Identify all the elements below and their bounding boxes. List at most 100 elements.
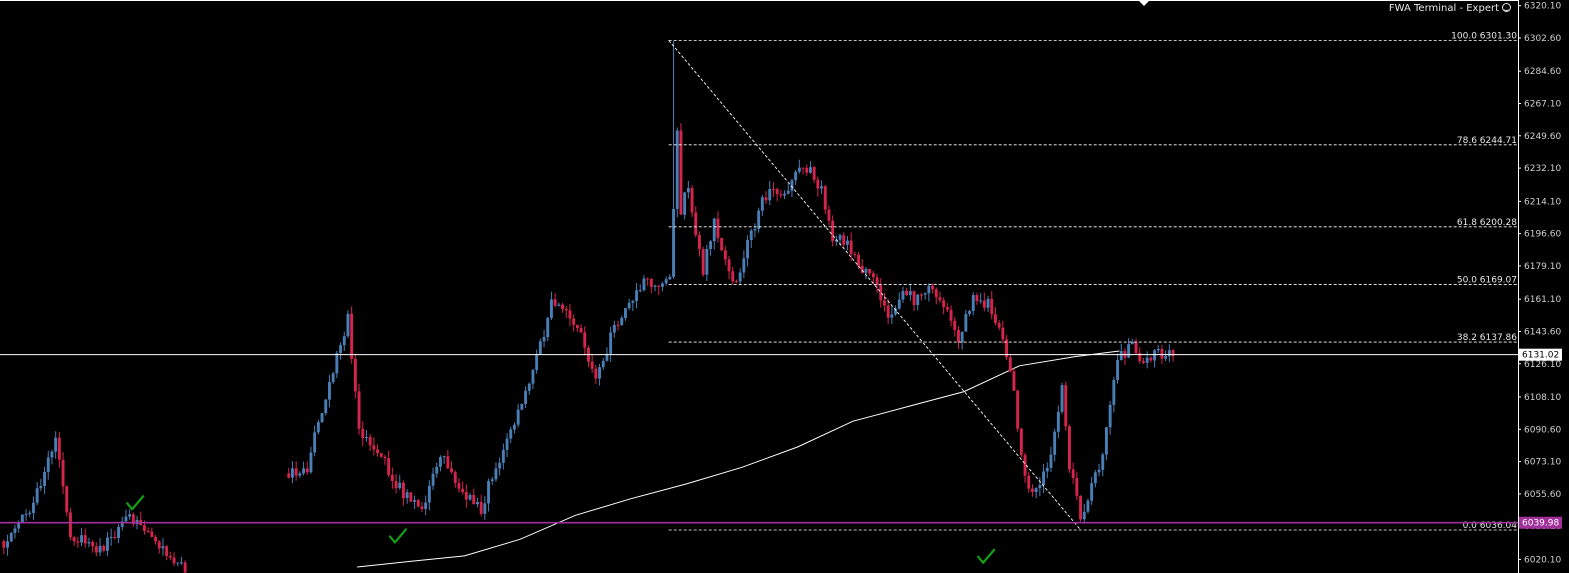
candle-body <box>553 299 557 306</box>
candle-body <box>590 361 594 369</box>
candle-body <box>180 562 183 564</box>
candle-body <box>646 278 650 280</box>
candle-body <box>979 300 983 302</box>
candle-body <box>1056 411 1060 432</box>
candle-body <box>72 537 76 542</box>
check-mark-icon <box>126 495 145 511</box>
candle-body <box>87 542 91 544</box>
candle-body <box>764 197 768 201</box>
candle-body <box>546 317 550 338</box>
candle-body <box>727 259 731 272</box>
candle-body <box>894 308 897 315</box>
candle-body <box>920 294 923 296</box>
candle-body <box>165 546 169 556</box>
candle-body <box>106 537 109 551</box>
candle-body <box>1086 500 1090 512</box>
fib-trendline[interactable] <box>668 40 1082 531</box>
candle-body <box>464 492 468 500</box>
candle-body <box>113 536 117 539</box>
moving-average-line <box>357 350 1120 568</box>
candle-body <box>1130 342 1134 345</box>
candle-body <box>760 197 764 211</box>
candle-body <box>986 298 990 308</box>
price-tick-label: 6090.60 <box>1524 425 1561 435</box>
fib-level-label: 100.0 6301.30 <box>1451 31 1517 41</box>
candle-body <box>450 468 453 473</box>
candle-body <box>831 220 835 242</box>
candle-body <box>431 473 435 486</box>
candle-body <box>905 290 909 296</box>
candle-body <box>668 276 672 280</box>
candle-body <box>609 332 613 354</box>
candle-body <box>538 341 542 355</box>
candle-body <box>594 368 598 379</box>
candle-body <box>287 473 291 478</box>
candle-body <box>1153 350 1156 361</box>
candle-body <box>128 514 132 517</box>
candle-body <box>1105 427 1108 455</box>
candle-body <box>834 239 838 242</box>
price-tick-label: 6161.10 <box>1524 295 1561 305</box>
candle-body <box>749 230 753 241</box>
candle-body <box>616 324 620 326</box>
candle-body <box>109 536 113 538</box>
candle-body <box>1164 356 1168 359</box>
candle-body <box>1012 371 1016 391</box>
smiley-icon[interactable] <box>1502 3 1511 12</box>
candle-body <box>32 502 35 513</box>
candle-body <box>1101 454 1105 470</box>
candle-body <box>535 354 539 370</box>
candle-body <box>1097 469 1101 473</box>
candle-body <box>564 309 568 311</box>
candle-body <box>527 383 531 391</box>
candle-body <box>54 437 58 452</box>
candle-body <box>964 313 968 332</box>
candle-body <box>657 285 661 287</box>
candle-body <box>842 235 846 245</box>
candle-body <box>313 432 317 453</box>
candle-body <box>731 271 735 282</box>
price-axis[interactable] <box>1518 0 1569 573</box>
fib-level-label: 38.2 6137.86 <box>1457 333 1517 343</box>
scroll-marker-icon[interactable] <box>1139 1 1149 6</box>
candle-body <box>50 451 54 458</box>
candle-body <box>531 369 535 384</box>
candle-body <box>516 409 520 425</box>
candle-body <box>505 438 509 450</box>
price-tick-label: 6214.10 <box>1524 197 1561 207</box>
candle-body <box>716 218 720 238</box>
candle-body <box>746 240 749 259</box>
candle-body <box>1142 361 1145 363</box>
candle-body <box>661 283 664 287</box>
candle-body <box>735 281 738 283</box>
candle-body <box>698 235 701 249</box>
candle-body <box>487 481 490 504</box>
candle-body <box>649 278 653 287</box>
check-mark-icon <box>977 548 996 564</box>
candle-body <box>805 167 809 173</box>
candle-body <box>416 500 420 507</box>
candle-body <box>908 291 912 296</box>
candle-body <box>971 295 975 311</box>
candle-body <box>57 437 61 460</box>
candle-body <box>398 482 402 489</box>
candle-body <box>1045 467 1049 472</box>
price-tick-label: 6179.10 <box>1524 262 1561 272</box>
candle-body <box>28 512 32 515</box>
candle-body <box>324 399 328 414</box>
candle-body <box>46 457 50 472</box>
candle-body <box>612 324 616 333</box>
candle-body <box>65 486 69 513</box>
candle-body <box>683 192 687 215</box>
candle-body <box>183 562 187 573</box>
candle-body <box>394 481 398 489</box>
candle-body <box>6 541 9 548</box>
candle-body <box>1156 348 1160 351</box>
candle-body <box>738 272 742 282</box>
candle-body <box>342 336 346 346</box>
candle-body <box>413 500 416 502</box>
candle-body <box>701 248 705 275</box>
candle-body <box>1034 488 1038 493</box>
